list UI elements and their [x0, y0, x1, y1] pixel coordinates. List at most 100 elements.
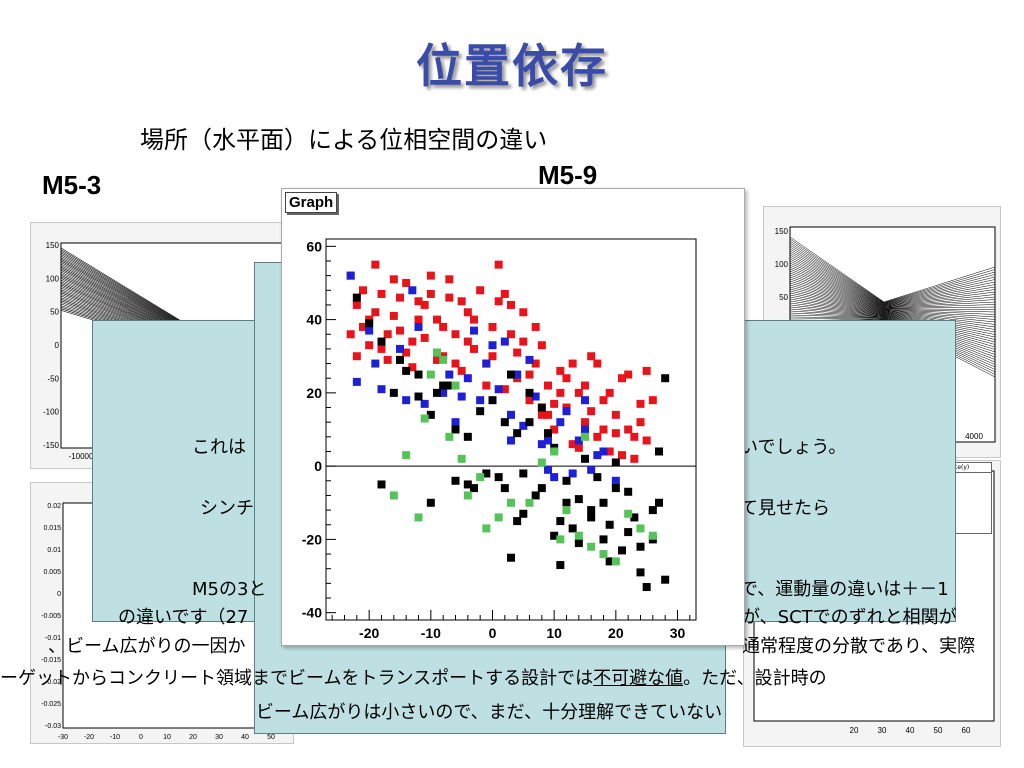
tick-label: -0.02	[45, 679, 61, 686]
trajectory-line	[789, 262, 885, 308]
trajectory-line	[883, 304, 996, 309]
data-point	[550, 399, 559, 408]
data-point	[587, 465, 596, 474]
slide-title: 位置依存	[416, 39, 608, 93]
y-tick-label: -20	[302, 531, 322, 547]
data-point	[377, 480, 386, 489]
data-point	[414, 392, 423, 401]
data-point	[525, 396, 534, 405]
data-point	[352, 352, 361, 361]
label-m5-9: M5-9	[538, 160, 598, 190]
data-point	[519, 337, 528, 346]
data-point	[445, 370, 454, 379]
data-point	[500, 289, 509, 298]
data-point	[581, 454, 589, 463]
tick-label: 100	[775, 260, 789, 269]
data-point	[636, 542, 645, 551]
data-point	[494, 385, 503, 394]
data-point	[581, 432, 589, 441]
data-point	[605, 520, 614, 529]
data-point	[513, 370, 522, 379]
trajectory-line	[789, 312, 885, 318]
data-point	[420, 414, 429, 423]
trajectory-line	[789, 276, 885, 311]
tick-label: 20	[850, 726, 859, 735]
trajectory-line	[883, 296, 996, 308]
tick-label: -100	[43, 408, 60, 417]
data-point	[389, 388, 398, 397]
note-line-6c: 。ただ、設計時の	[683, 668, 827, 689]
data-point	[599, 498, 608, 507]
data-point	[605, 557, 614, 566]
trajectory-line	[883, 276, 996, 304]
note-line-2: シンチ	[200, 498, 254, 519]
data-point	[587, 352, 596, 361]
data-point	[463, 337, 472, 346]
trajectory-line	[883, 311, 996, 328]
data-point	[636, 568, 645, 577]
trajectory-line	[789, 254, 885, 306]
data-point	[476, 473, 485, 482]
data-point	[482, 524, 491, 533]
data-point	[574, 495, 583, 504]
trajectory-line	[789, 280, 885, 312]
data-point	[655, 498, 663, 507]
data-point	[463, 432, 472, 441]
data-point	[661, 374, 670, 383]
data-point	[556, 418, 565, 427]
trajectory-line	[789, 296, 885, 315]
data-point	[389, 491, 398, 500]
tick-label: 40	[241, 734, 249, 741]
data-point	[457, 297, 466, 306]
trajectory-line	[789, 292, 885, 314]
data-point	[531, 392, 540, 401]
data-point	[581, 381, 589, 390]
trajectory-line	[883, 291, 996, 307]
data-point	[574, 436, 583, 445]
data-point	[642, 366, 651, 375]
trajectory-line	[883, 308, 996, 310]
data-point	[611, 557, 620, 566]
data-point	[377, 337, 386, 346]
trajectory-line	[789, 304, 885, 316]
data-point	[476, 396, 485, 405]
data-point	[624, 487, 633, 496]
trajectory-line	[789, 266, 885, 309]
data-point	[593, 451, 602, 460]
data-point	[482, 359, 491, 368]
data-point	[568, 440, 577, 449]
trajectory-line	[789, 302, 885, 316]
data-point	[463, 308, 472, 317]
data-point	[402, 348, 411, 357]
data-point	[451, 476, 460, 485]
data-point	[420, 300, 429, 309]
data-point	[574, 443, 583, 452]
data-point	[359, 286, 367, 295]
data-point	[544, 410, 552, 419]
x-tick-label: 0	[489, 625, 497, 641]
data-point	[457, 454, 466, 463]
tick-label: -0.025	[41, 701, 61, 708]
trajectory-line	[789, 294, 885, 314]
tick-label: 0.01	[47, 547, 61, 554]
tick-label: 0	[55, 341, 60, 350]
data-point	[556, 366, 565, 375]
data-point	[624, 370, 633, 379]
data-point	[636, 418, 645, 427]
trajectory-line	[60, 249, 202, 334]
data-point	[371, 260, 380, 269]
data-point	[599, 425, 608, 434]
data-point	[624, 425, 633, 434]
tick-label: 100	[46, 274, 60, 283]
tick-label: 10	[163, 734, 171, 741]
data-point	[420, 333, 429, 342]
data-point	[581, 425, 589, 434]
trajectory-line	[789, 286, 885, 313]
data-point	[383, 330, 392, 339]
trajectory-line	[789, 240, 885, 304]
data-point	[389, 275, 398, 284]
data-point	[426, 271, 435, 280]
data-point	[537, 458, 546, 467]
data-point	[414, 322, 423, 331]
trajectory-line	[789, 284, 885, 312]
